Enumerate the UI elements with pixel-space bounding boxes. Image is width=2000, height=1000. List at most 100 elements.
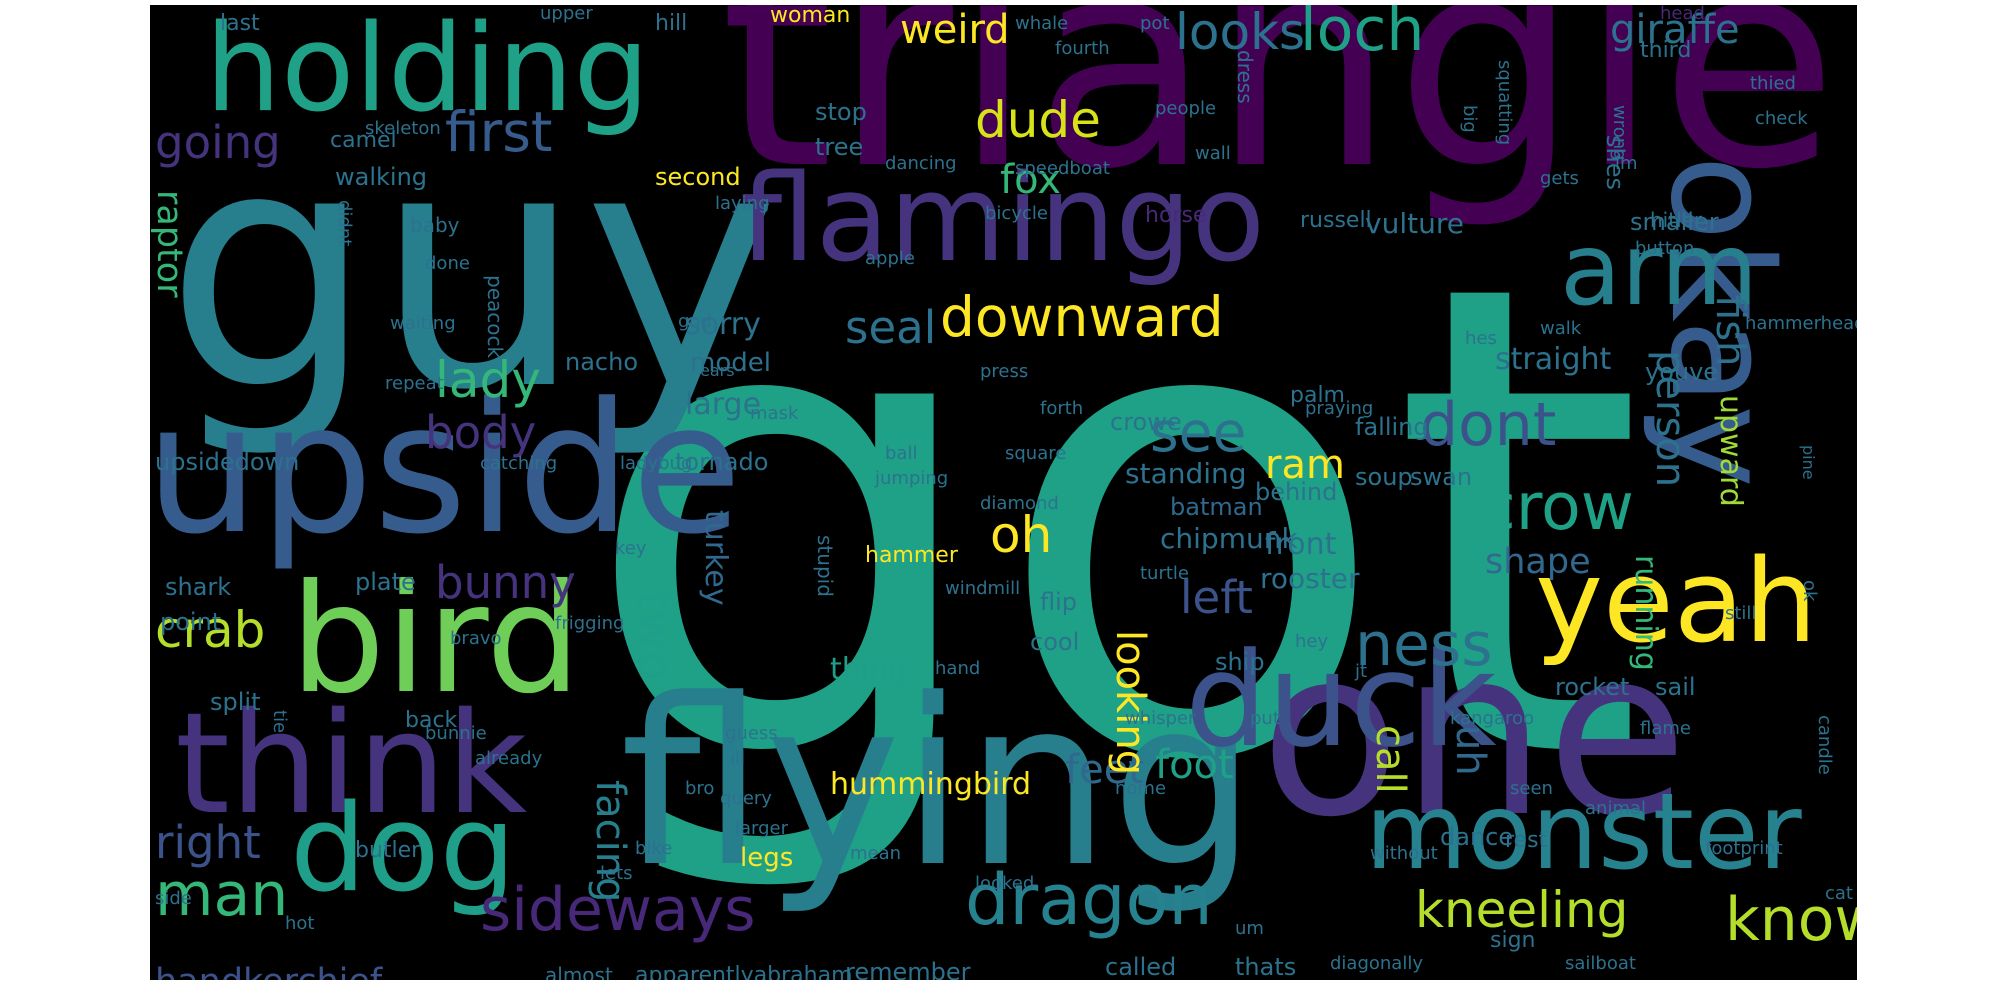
word-pot: pot	[1140, 13, 1170, 34]
word-one: one	[1260, 601, 1688, 868]
word-ram: ram	[1265, 442, 1345, 488]
word-going: going	[155, 116, 281, 169]
word-guess: guess	[725, 723, 778, 744]
word-mean: mean	[850, 843, 902, 864]
word-almost: almost	[545, 963, 613, 980]
word-already: already	[475, 748, 543, 769]
word-kangaroo: kangaroo	[1450, 708, 1535, 729]
word-loch: loch	[1300, 5, 1425, 65]
word-man: man	[155, 860, 289, 930]
word-cloud: got guy triangle flying one upside holding flam…	[150, 5, 1857, 980]
word-first: first	[445, 100, 553, 164]
word-tree: tree	[815, 133, 864, 161]
word-lets: lets	[600, 863, 633, 884]
word-left: left	[1180, 571, 1253, 624]
word-remember: remember	[845, 958, 971, 980]
word-peacock: peacock	[483, 275, 507, 359]
word-got: got	[580, 147, 1646, 903]
word-praying: praying	[1305, 398, 1374, 419]
word-windmill: windmill	[945, 578, 1021, 599]
word-animal: animal	[1585, 798, 1647, 819]
word-turtle: turtle	[1140, 563, 1189, 584]
word-dance: dance	[1440, 823, 1514, 851]
word-sign: sign	[1490, 928, 1536, 953]
word-feet: feet	[1065, 747, 1144, 793]
word-model: model	[690, 348, 771, 378]
word-still: still	[1725, 603, 1757, 624]
word-dude: dude	[975, 91, 1101, 149]
word-fourth: fourth	[1055, 38, 1110, 59]
word-ness: ness	[1355, 610, 1493, 680]
word-hot: hot	[285, 913, 315, 934]
word-put: put	[1250, 708, 1280, 729]
word-um: um	[1235, 918, 1264, 939]
word-ears: ears	[700, 361, 735, 380]
word-front: front	[1265, 527, 1337, 562]
word-larger: larger	[735, 818, 789, 839]
word-duck: duck	[1185, 624, 1497, 776]
word-hammer: hammer	[865, 543, 958, 568]
word-god: god	[678, 311, 712, 332]
word-rocket: rocket	[1555, 673, 1630, 701]
word-bravo: bravo	[450, 628, 502, 649]
word-thied: thied	[1750, 73, 1796, 94]
word-woman: woman	[770, 5, 851, 28]
word-hammerhead: hammerhead	[1745, 313, 1857, 334]
word-tie: tie	[269, 710, 290, 734]
word-wrong: wrong	[1609, 105, 1630, 161]
word-shes: shes	[1601, 135, 1629, 190]
word-flamingo: flamingo	[740, 150, 1265, 289]
word-smaller: smaller	[1630, 208, 1719, 236]
word-seal: seal	[845, 301, 937, 354]
word-second: second	[655, 163, 741, 191]
word-point: point	[160, 608, 222, 636]
word-gets: gets	[1540, 168, 1579, 189]
word-hitler: hitler	[1650, 208, 1703, 232]
word-foot: foot	[1155, 742, 1234, 788]
word-wall: wall	[1195, 143, 1231, 164]
word-bunnie: bunnie	[425, 723, 487, 744]
word-call: call	[1367, 725, 1413, 794]
word-running: running	[1628, 555, 1663, 671]
word-ill: ill	[730, 748, 746, 769]
word-flame: flame	[1640, 718, 1691, 739]
word-plate: plate	[355, 568, 416, 596]
word-ladybug: ladybug	[620, 453, 693, 474]
word-fish: fish	[1707, 295, 1753, 367]
word-side: side	[155, 888, 192, 909]
word-ball: ball	[885, 443, 918, 464]
word-flip: flip	[1040, 588, 1078, 616]
word-catching: catching	[480, 453, 558, 474]
word-query: query	[720, 788, 772, 809]
word-swan: swan	[1410, 463, 1473, 491]
word-crowe: crowe	[1110, 408, 1182, 436]
word-squatting: squatting	[1494, 60, 1515, 146]
word-sideways: sideways	[480, 875, 756, 945]
word-walking: walking	[335, 163, 428, 191]
word-falling: falling	[1355, 413, 1429, 441]
word-walk: walk	[1540, 318, 1582, 339]
word-sail: sail	[1655, 673, 1696, 701]
word-seen: seen	[1510, 778, 1553, 799]
word-weird: weird	[900, 7, 1010, 53]
word-russell: russell	[1300, 208, 1372, 233]
word-oh: oh	[990, 506, 1053, 564]
word-legs: legs	[740, 843, 794, 873]
word-horse: horse	[1145, 203, 1207, 228]
word-person: person	[1647, 350, 1693, 488]
word-waiting: waiting	[390, 313, 456, 334]
word-dog: dog	[290, 780, 516, 919]
word-skeleton: skeleton	[365, 118, 441, 139]
word-dancing: dancing	[885, 153, 957, 174]
word-know: know	[1725, 885, 1857, 955]
word-laying: laying	[715, 193, 770, 214]
word-frigging: frigging	[555, 613, 625, 634]
word-upside: upside	[150, 365, 743, 574]
word-thats: thats	[1235, 953, 1297, 980]
word-mask: mask	[750, 403, 799, 424]
word-upsidedown: upsidedown	[155, 448, 300, 476]
word-facing: facing	[587, 780, 633, 903]
word-bro: bro	[685, 778, 715, 799]
word-stupid: stupid	[813, 535, 837, 597]
word-last: last	[220, 11, 260, 36]
